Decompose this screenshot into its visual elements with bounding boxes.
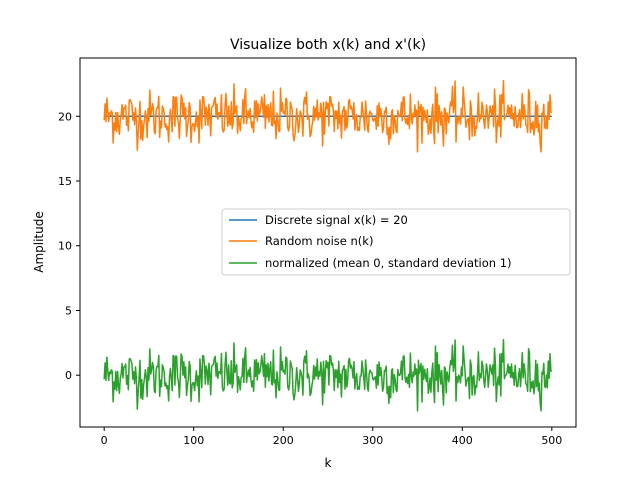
y-tick-label: 20 <box>58 110 72 123</box>
x-tick-label: 0 <box>101 434 108 447</box>
legend-label-x: Discrete signal x(k) = 20 <box>265 213 408 227</box>
x-tick-label: 400 <box>452 434 473 447</box>
legend: Discrete signal x(k) = 20 Random noise n… <box>221 208 571 276</box>
legend-frame <box>221 208 571 276</box>
plot-border <box>79 57 577 428</box>
series-line-random-noise <box>103 79 552 153</box>
x-tick-label: 100 <box>183 434 204 447</box>
y-tick-label: 10 <box>58 240 72 253</box>
legend-label-noise: Random noise n(k) <box>265 234 373 248</box>
y-axis-label: Amplitude <box>32 211 46 273</box>
series-line-normalized <box>103 338 552 412</box>
chart-title: Visualize both x(k) and x'(k) <box>230 37 426 53</box>
x-axis-label: k <box>325 456 332 470</box>
x-tick-label: 300 <box>362 434 383 447</box>
y-tick-label: 5 <box>65 304 72 317</box>
legend-label-normalized: normalized (mean 0, standard deviation 1… <box>265 256 512 270</box>
x-tick-label: 200 <box>273 434 294 447</box>
y-tick-label: 15 <box>58 175 72 188</box>
y-tick-label: 0 <box>65 369 72 382</box>
x-tick-label: 500 <box>541 434 562 447</box>
